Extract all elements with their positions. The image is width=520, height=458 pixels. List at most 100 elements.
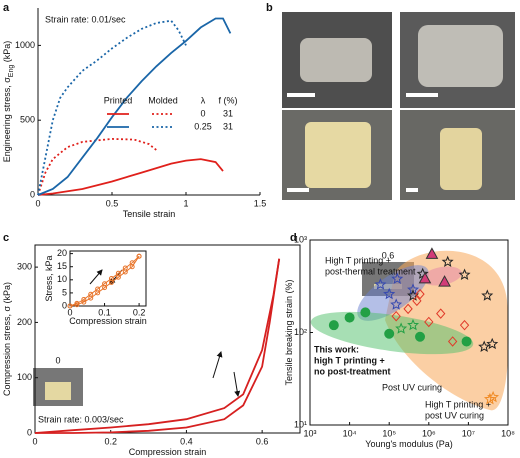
y-tick-label: 100 [17, 372, 32, 382]
x-tick-label: 0 [32, 436, 37, 446]
y-label-sub: Eng [8, 65, 15, 78]
data-point [447, 336, 458, 347]
data-point [360, 307, 371, 318]
legend-text: 0 [200, 108, 205, 118]
panel-label: d [290, 232, 297, 244]
data-point [383, 287, 396, 300]
data-point [459, 319, 470, 331]
y-axis-label: Tensile breaking strain (%) [284, 279, 294, 385]
y-axis-label: Stress, kPa [44, 255, 54, 301]
data-line [34, 258, 281, 434]
data-point [436, 308, 446, 319]
x-axis-label: Tensile strain [123, 209, 176, 219]
annotation: no post-treatment [314, 366, 391, 376]
plot-frame [34, 244, 301, 434]
data-point [487, 390, 500, 403]
annotation: Strain rate: 0.003/sec [38, 414, 124, 424]
data-point [407, 318, 420, 331]
y-tick-label: 300 [17, 261, 32, 271]
legend-header: f (%) [219, 95, 238, 105]
data-point [344, 312, 355, 323]
x-axis-label: Compression strain [69, 316, 147, 326]
data-point [395, 322, 408, 334]
y-tick-label: 0 [62, 300, 67, 310]
y-tick-label: 500 [20, 115, 35, 125]
y-tick-label: 0 [27, 427, 32, 437]
data-point [412, 295, 422, 307]
x-tick-label: 0.1 [98, 307, 111, 317]
data-line [69, 255, 140, 307]
y-tick-label: 10² [294, 327, 307, 337]
annotation: 0 [55, 355, 60, 365]
annotation: 0.6 [382, 250, 395, 260]
x-tick-label: 1.5 [254, 198, 267, 208]
panel-label: a [3, 2, 10, 14]
y-tick-label: 10³ [294, 234, 307, 244]
x-tick-label: 10⁵ [382, 428, 396, 438]
scale-bar [406, 93, 438, 97]
annotation: This work: [314, 344, 359, 354]
data-point [418, 271, 432, 284]
arrow [89, 269, 103, 285]
data-point [129, 264, 135, 270]
data-line [69, 255, 140, 307]
legend-text: 31 [223, 108, 233, 118]
legend-header: λ [201, 95, 206, 105]
annotation: high T printing + [314, 355, 385, 365]
data-point [88, 295, 94, 301]
sample [45, 382, 71, 400]
y-label-unit: (kPa) [2, 282, 12, 306]
y-tick-label: 200 [17, 317, 32, 327]
y-tick-label: 10 [57, 274, 67, 284]
data-point [461, 336, 472, 347]
data-point [438, 275, 451, 287]
y-tick-label: 10¹ [294, 419, 307, 429]
data-point [374, 278, 387, 290]
data-point [458, 268, 471, 280]
x-tick-label: 0.2 [133, 307, 146, 317]
y-tick-label: 1000 [15, 40, 35, 50]
data-point [424, 316, 434, 328]
legend-text: 31 [223, 121, 233, 131]
data-point [391, 272, 404, 284]
data-point [486, 337, 499, 350]
data-line [37, 158, 224, 196]
data-point [415, 331, 426, 342]
arrow [233, 371, 241, 397]
sample [418, 25, 503, 87]
data-point [67, 303, 73, 309]
data-point [328, 320, 339, 331]
data-point [122, 269, 128, 275]
data-point [95, 290, 101, 296]
x-tick-label: 0 [67, 307, 72, 317]
legend-header: Printed [104, 95, 133, 105]
data-point [102, 285, 108, 291]
x-tick-label: 0 [35, 198, 40, 208]
data-point [481, 289, 494, 301]
scale-bar [406, 188, 418, 192]
x-tick-label: 10⁴ [343, 428, 357, 438]
data-point [384, 328, 395, 339]
x-tick-label: 10⁶ [422, 428, 436, 438]
annotation: High T printing + [325, 255, 391, 265]
annotation: post-thermal treatment [325, 266, 416, 276]
data-point [415, 288, 425, 300]
x-tick-label: 10⁷ [462, 428, 475, 438]
region [422, 266, 462, 286]
x-axis-label: Young's modulus (Pa) [365, 439, 452, 449]
data-point [390, 298, 403, 310]
scale-bar [287, 188, 309, 192]
data-line [35, 258, 281, 434]
legend-header: Molded [148, 95, 178, 105]
x-tick-label: 1 [183, 198, 188, 208]
annotation: Post UV curing [382, 382, 442, 392]
plot-frame [69, 250, 147, 307]
data-point [81, 299, 87, 305]
x-tick-label: 10⁸ [501, 428, 515, 438]
y-label-text: Engineering stress, σ [2, 77, 12, 163]
x-tick-label: 0.2 [104, 436, 117, 446]
x-tick-label: 0.4 [180, 436, 193, 446]
data-point [81, 296, 87, 302]
scale-bar [287, 93, 315, 97]
